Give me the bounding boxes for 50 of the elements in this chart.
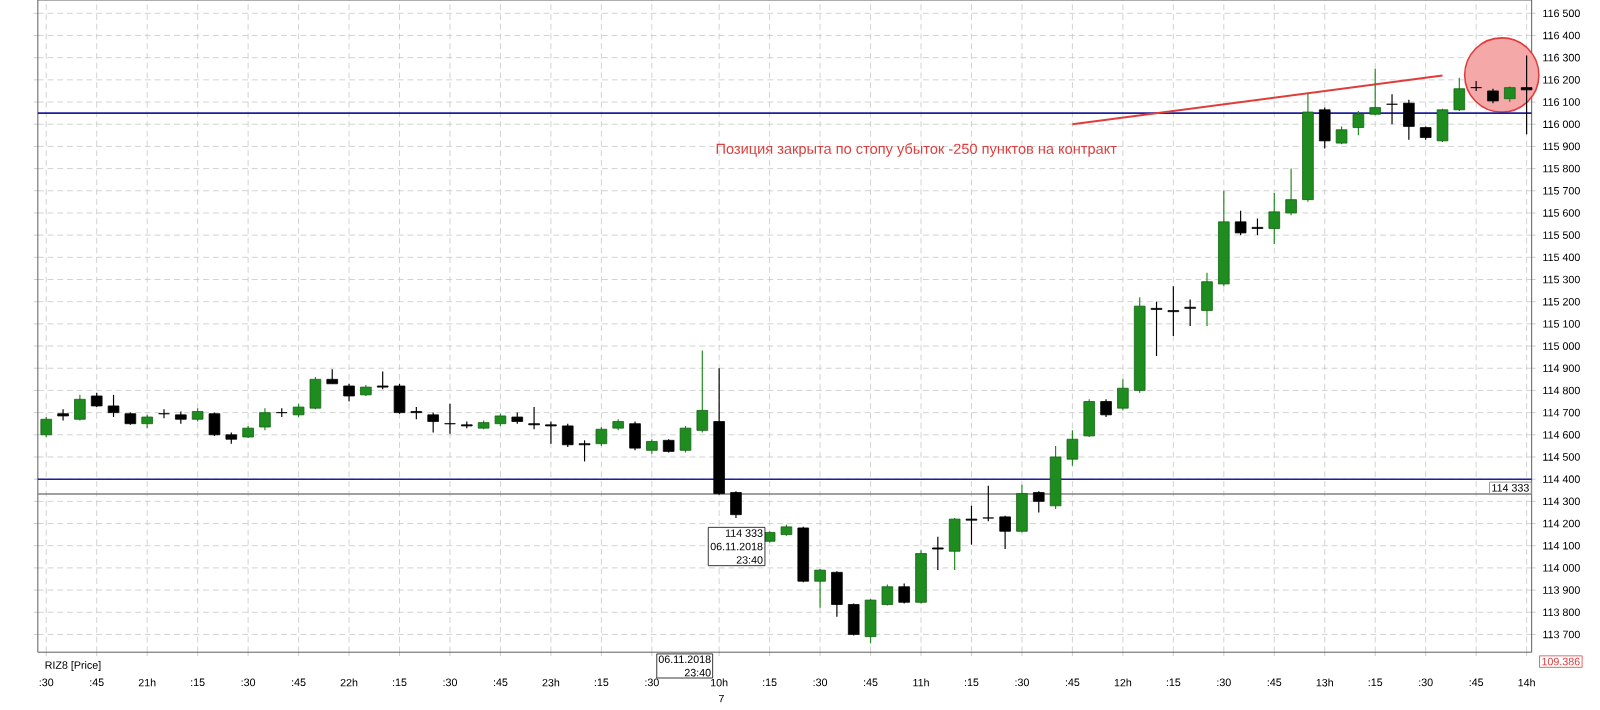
candlestick (932, 535, 944, 571)
candlestick (1352, 109, 1365, 136)
candlestick (427, 411, 439, 433)
candlestick (965, 504, 978, 545)
candlestick (847, 602, 860, 636)
candlestick (999, 514, 1011, 550)
candlestick (1285, 167, 1297, 216)
candlestick (393, 382, 406, 414)
candlestick (1520, 54, 1533, 135)
candlestick (158, 408, 170, 419)
candlestick (1083, 398, 1096, 438)
candlestick (1234, 209, 1247, 236)
candlestick (831, 570, 843, 617)
candlestick (730, 490, 742, 519)
candlestick (1403, 98, 1415, 140)
candlestick (595, 426, 608, 447)
candlestick (57, 408, 69, 421)
candlestick (40, 416, 53, 438)
candlestick (696, 349, 709, 433)
candlestick (982, 484, 995, 522)
candlestick (1436, 107, 1449, 143)
candlestick (881, 583, 894, 606)
candlestick (679, 424, 692, 453)
candlestick (1016, 483, 1028, 533)
candlestick (1268, 192, 1281, 245)
candlestick (107, 393, 120, 418)
candlestick (814, 568, 826, 609)
candlestick (1184, 298, 1196, 327)
candlestick (1117, 378, 1129, 411)
candlestick (528, 406, 540, 430)
candlestick (309, 376, 322, 410)
candlestick (545, 420, 557, 444)
candlestick (1032, 490, 1045, 513)
candlestick (444, 402, 456, 434)
candlestick (1066, 429, 1079, 467)
candlestick (1318, 106, 1331, 149)
candlestick (1150, 300, 1163, 357)
candlestick (629, 420, 641, 451)
candlestick (1369, 67, 1381, 116)
candlestick (1201, 271, 1213, 327)
candlestick (864, 597, 877, 644)
candlestick (1386, 93, 1398, 125)
candlestick (74, 393, 86, 421)
candlestick (948, 517, 961, 571)
candlestick (1453, 76, 1466, 112)
candlestick (259, 407, 271, 431)
candlestick (578, 439, 591, 462)
candlestick (1470, 80, 1482, 92)
candlestick (561, 422, 574, 448)
candlestick (1167, 285, 1180, 337)
